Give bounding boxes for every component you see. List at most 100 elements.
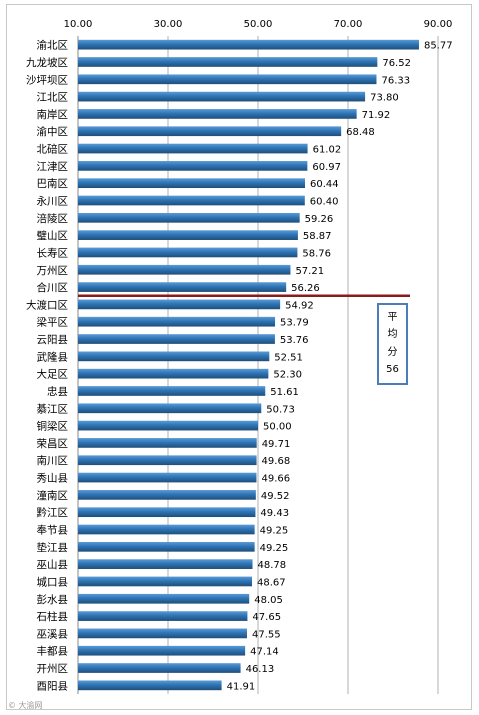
category-label: 綦江区 — [37, 402, 69, 415]
category-label: 合川区 — [37, 281, 69, 294]
category-label: 丰都县 — [37, 645, 69, 658]
average-annotation-value: 56 — [386, 364, 399, 376]
bar — [78, 420, 258, 431]
value-label: 48.67 — [257, 577, 286, 588]
average-annotation-char: 分 — [387, 346, 398, 358]
bar — [78, 230, 298, 240]
category-label: 江北区 — [37, 92, 69, 104]
bar — [78, 334, 275, 344]
category-label: 南岸区 — [37, 108, 69, 121]
value-label: 53.79 — [280, 318, 309, 329]
x-tick-label: 30.00 — [154, 19, 183, 30]
value-label: 58.76 — [302, 248, 331, 259]
category-label: 武隆县 — [37, 350, 69, 363]
bar — [78, 282, 287, 292]
value-label: 46.13 — [246, 664, 275, 675]
category-label: 云阳县 — [37, 334, 69, 346]
value-label: 48.05 — [254, 595, 283, 606]
value-label: 68.48 — [346, 127, 375, 138]
x-axis-ticks: 10.00 30.00 50.00 70.00 90.00 — [64, 19, 453, 30]
category-label: 酉阳县 — [37, 680, 69, 692]
value-label: 76.33 — [381, 75, 410, 86]
value-label: 49.25 — [260, 526, 289, 537]
bar — [78, 628, 247, 639]
category-label: 涪陵区 — [37, 212, 69, 225]
bar — [78, 368, 269, 379]
bar — [78, 247, 298, 258]
category-label: 彭水县 — [37, 593, 69, 606]
category-label: 九龙坡区 — [26, 56, 68, 69]
category-label: 长寿区 — [37, 246, 69, 259]
bar — [78, 645, 246, 656]
bar — [78, 212, 300, 223]
value-label: 52.30 — [273, 370, 302, 381]
bar — [78, 161, 308, 171]
bar — [78, 126, 342, 137]
category-label: 大渡口区 — [26, 298, 68, 311]
value-label: 41.91 — [227, 681, 256, 692]
value-label: 61.02 — [313, 145, 342, 156]
value-labels: 85.77 76.52 76.33 73.80 71.92 68.48 61.02 60.97… — [227, 41, 453, 693]
bar — [78, 455, 257, 466]
bar — [78, 264, 291, 275]
value-label: 51.61 — [270, 387, 299, 398]
value-label: 49.68 — [262, 456, 291, 467]
value-label: 53.76 — [280, 335, 309, 346]
value-label: 50.00 — [263, 422, 292, 433]
category-label: 铜梁区 — [37, 420, 69, 433]
value-label: 49.66 — [261, 474, 290, 485]
value-label: 49.52 — [261, 491, 290, 502]
category-label: 南川区 — [37, 454, 69, 467]
x-tick-label: 50.00 — [244, 19, 273, 30]
category-label: 梁平区 — [37, 316, 69, 329]
category-label: 永川区 — [37, 195, 69, 208]
value-label: 56.26 — [291, 283, 320, 294]
category-label: 渝中区 — [37, 125, 69, 138]
bar — [78, 576, 253, 587]
value-label: 49.71 — [262, 439, 291, 450]
category-label: 城口县 — [37, 576, 69, 588]
category-label: 忠县 — [47, 386, 68, 398]
bar — [78, 386, 266, 396]
bar — [78, 472, 257, 483]
category-label: 北碚区 — [37, 143, 69, 156]
value-label: 49.25 — [260, 543, 289, 554]
value-label: 54.92 — [285, 300, 314, 311]
category-label: 奉节县 — [37, 524, 69, 537]
category-label: 万州区 — [37, 265, 69, 277]
bar — [78, 39, 419, 50]
category-label: 江津区 — [37, 161, 69, 173]
value-label: 59.26 — [305, 214, 334, 225]
category-label: 石柱县 — [37, 610, 69, 623]
bar — [78, 507, 256, 518]
average-annotation-char: 平 — [387, 311, 398, 323]
bar — [78, 143, 308, 154]
bars — [78, 39, 419, 691]
value-label: 60.40 — [310, 197, 339, 208]
value-label: 52.51 — [274, 352, 303, 363]
bar — [78, 316, 276, 327]
category-label: 渝北区 — [37, 39, 69, 52]
bar — [78, 351, 270, 362]
bar — [78, 559, 253, 569]
average-annotation-char: 均 — [387, 329, 398, 341]
value-label: 50.73 — [266, 404, 295, 415]
value-label: 71.92 — [362, 110, 391, 121]
value-label: 76.52 — [382, 58, 411, 69]
bar — [78, 195, 305, 206]
x-tick-label: 10.00 — [64, 19, 93, 30]
value-label: 47.14 — [250, 647, 279, 658]
bar — [78, 438, 257, 448]
bar — [78, 403, 262, 414]
category-label: 秀山县 — [37, 473, 69, 485]
value-label: 60.44 — [310, 179, 339, 190]
bar — [78, 299, 281, 310]
value-label: 73.80 — [370, 93, 399, 104]
category-label: 巫山县 — [37, 559, 69, 571]
value-label: 49.43 — [260, 508, 289, 519]
bar — [78, 524, 255, 535]
watermark: © 大渝网 — [8, 701, 43, 710]
category-label: 大足区 — [37, 368, 69, 381]
category-label: 垫江县 — [37, 541, 69, 554]
